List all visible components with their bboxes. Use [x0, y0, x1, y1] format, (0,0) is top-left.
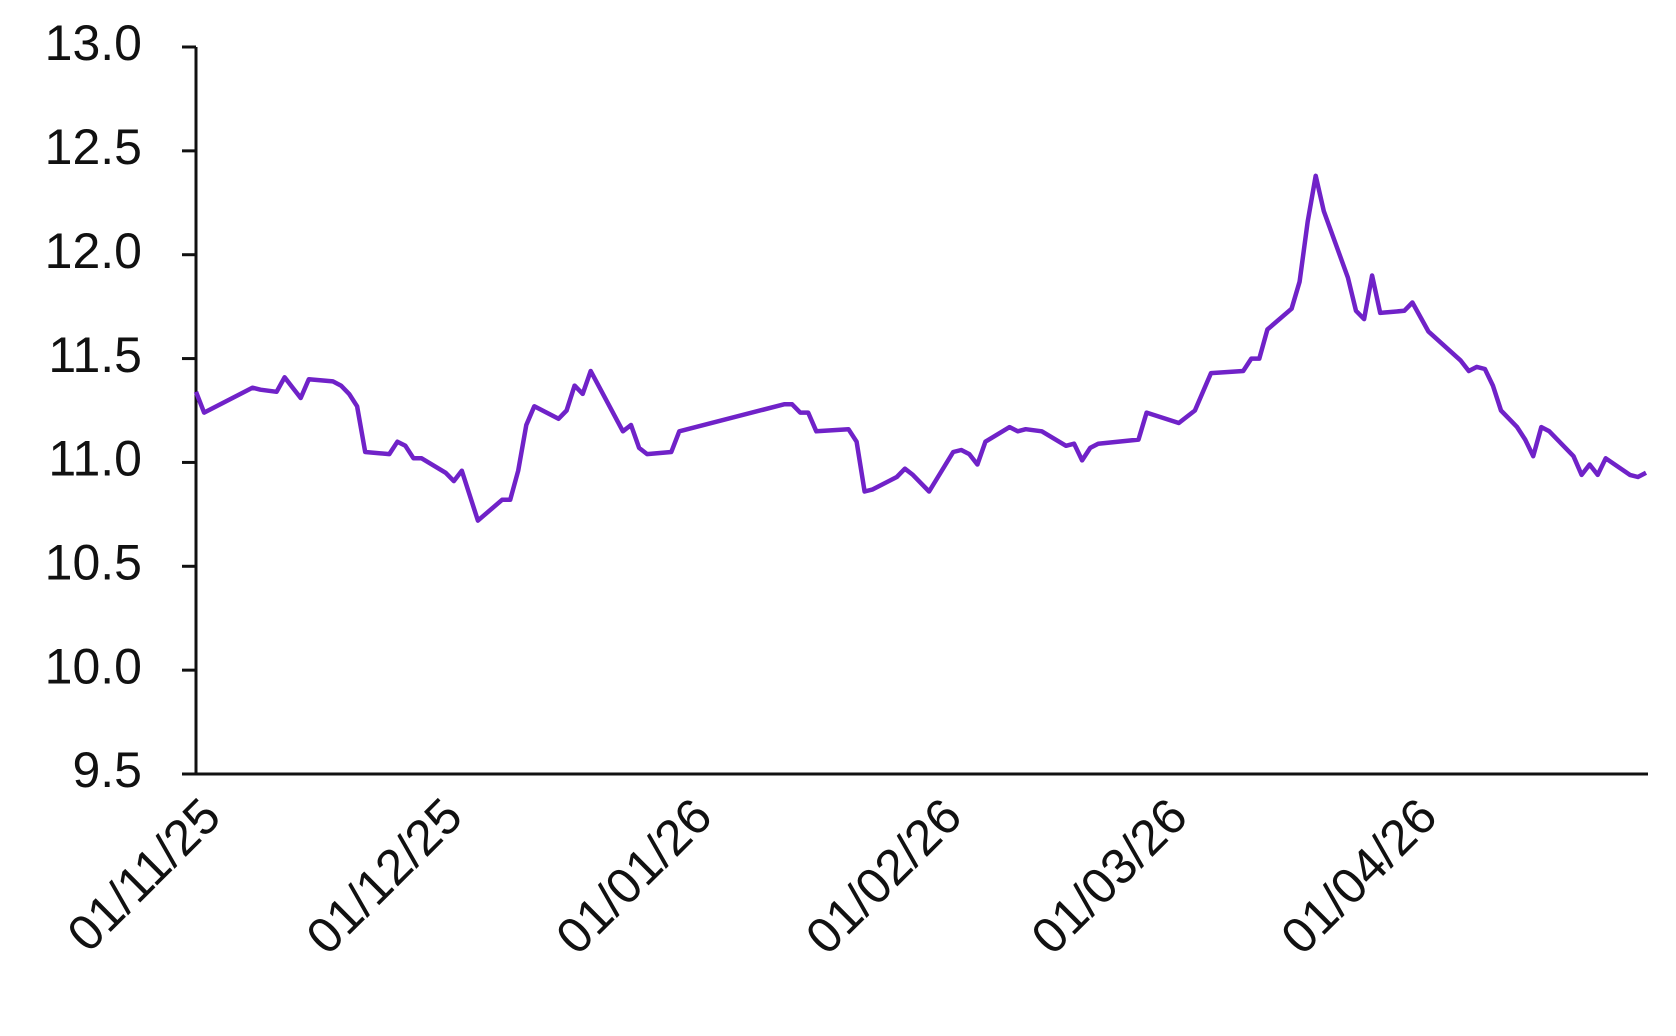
x-tick-label: 01/03/26 — [1021, 788, 1198, 965]
y-tick-label: 10.0 — [45, 638, 142, 694]
y-tick-label: 11.0 — [48, 431, 142, 487]
y-tick-label: 12.5 — [45, 119, 142, 175]
y-tick-label: 10.5 — [45, 534, 142, 590]
y-tick-label: 11.5 — [48, 327, 142, 383]
data-line — [193, 173, 1648, 523]
x-tick-label: 01/02/26 — [795, 788, 972, 965]
y-tick-label: 9.5 — [72, 742, 142, 798]
x-tick-label: 01/01/26 — [545, 788, 722, 965]
x-tick-label: 01/11/25 — [57, 788, 232, 963]
y-tick-label: 13.0 — [45, 15, 142, 71]
x-tick-label: 01/12/25 — [296, 788, 473, 965]
x-tick-label: 01/04/26 — [1270, 788, 1447, 965]
y-tick-label: 12.0 — [45, 223, 142, 279]
